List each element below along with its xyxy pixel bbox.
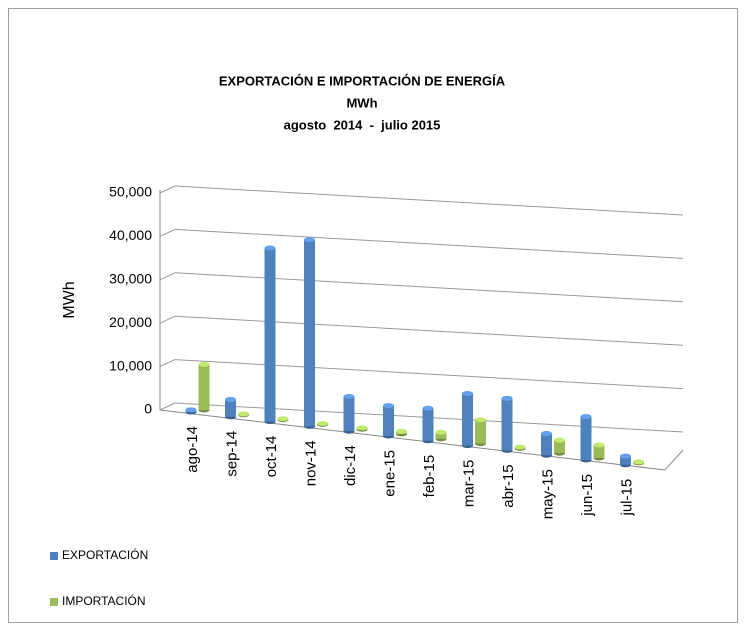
- bar: [343, 396, 355, 432]
- y-tick-label: 10,000: [109, 357, 152, 373]
- bar-top: [462, 391, 473, 397]
- x-tick-label: sep-14: [223, 431, 240, 477]
- bar: [593, 444, 605, 458]
- legend-label: IMPORTACIÓN: [62, 593, 146, 608]
- legend-label: EXPORTACIÓN: [62, 547, 148, 562]
- bar-top: [593, 442, 605, 448]
- y-axis-title: MWh: [61, 281, 78, 318]
- x-tick-label: oct-14: [263, 436, 280, 478]
- legend-swatch: [50, 598, 58, 606]
- grid-line: [159, 272, 176, 281]
- grid-line: [159, 402, 176, 411]
- bar-top: [225, 396, 236, 402]
- bar: [198, 364, 210, 410]
- bar-top: [343, 393, 355, 399]
- chart-subtitle: agosto 2014 - julio 2015: [284, 117, 441, 132]
- x-tick-label: jun-15: [579, 474, 596, 517]
- bar-top: [422, 405, 434, 411]
- grid-line: [174, 228, 684, 259]
- x-tick-label: may-15: [539, 469, 556, 519]
- bar: [541, 433, 552, 456]
- bar-top: [541, 431, 552, 436]
- bar-top: [383, 403, 394, 409]
- legend-swatch: [50, 552, 58, 560]
- bar-top: [554, 437, 565, 443]
- bar: [501, 398, 513, 451]
- x-tick-label: dic-14: [342, 445, 359, 486]
- bar-top: [264, 245, 276, 251]
- x-tick-label: jul-15: [618, 479, 635, 517]
- x-tick-label: feb-15: [421, 455, 438, 498]
- chart-subtitle: MWh: [346, 95, 377, 110]
- bar-top: [185, 407, 197, 413]
- bar: [580, 416, 592, 460]
- bar-top: [396, 428, 407, 434]
- grid-line: [159, 359, 176, 368]
- grid-line: [174, 272, 684, 303]
- y-tick-label: 0: [144, 401, 152, 417]
- bar-top: [277, 416, 289, 422]
- x-tick-label: ene-15: [381, 450, 398, 497]
- y-tick-label: 30,000: [109, 271, 152, 287]
- floor-edge: [159, 409, 684, 471]
- bar: [304, 239, 315, 427]
- bar: [475, 419, 486, 444]
- bar: [554, 440, 565, 454]
- x-tick-label: nov-14: [302, 440, 319, 486]
- y-tick-label: 40,000: [109, 227, 152, 243]
- x-tick-label: mar-15: [460, 460, 477, 508]
- bar-top: [304, 237, 315, 243]
- bar-top: [238, 411, 249, 417]
- y-tick-label: 50,000: [109, 184, 152, 200]
- bar: [422, 408, 434, 441]
- bar-top: [198, 361, 210, 367]
- grid-line: [174, 315, 684, 346]
- bar: [620, 456, 631, 465]
- grid-line: [159, 315, 176, 324]
- x-tick-label: ago-14: [184, 426, 201, 473]
- grid-line: [159, 185, 176, 194]
- bar: [435, 432, 447, 439]
- bar-top: [633, 459, 644, 465]
- bar-top: [435, 429, 447, 435]
- bar-top: [475, 417, 486, 423]
- bar-top: [501, 395, 513, 401]
- bar-top: [317, 421, 328, 427]
- bar-top: [356, 425, 368, 431]
- grid-line: [174, 359, 684, 390]
- bar: [383, 405, 394, 436]
- x-tick-label: abr-15: [500, 464, 517, 507]
- grid-line: [174, 185, 684, 216]
- bar: [225, 399, 236, 417]
- bar-top: [580, 414, 592, 420]
- bar-top: [514, 444, 526, 450]
- chart-border: [8, 8, 738, 623]
- bar: [462, 393, 473, 446]
- bar-top: [620, 453, 631, 459]
- y-tick-label: 20,000: [109, 314, 152, 330]
- grid-line: [159, 228, 176, 237]
- chart-title: EXPORTACIÓN E IMPORTACIÓN DE ENERGÍA: [219, 73, 506, 88]
- bar: [264, 248, 276, 422]
